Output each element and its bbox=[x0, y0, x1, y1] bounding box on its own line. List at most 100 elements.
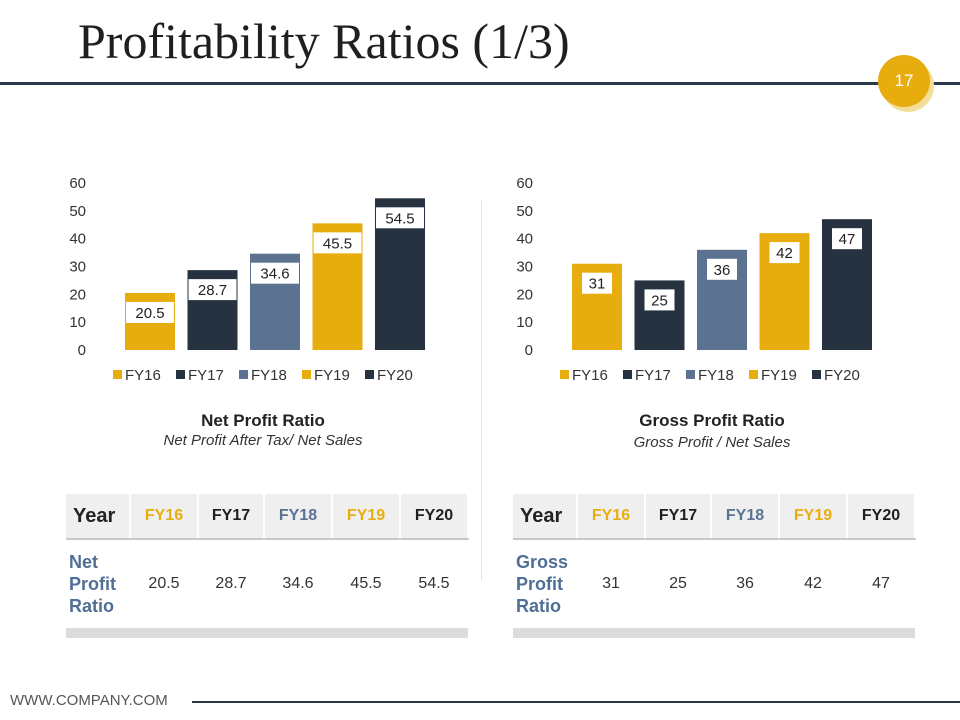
legend-swatch bbox=[176, 370, 185, 379]
row-label-line: Ratio bbox=[516, 596, 561, 616]
y-tick-label: 30 bbox=[516, 259, 533, 276]
table-cell: 34.6 bbox=[282, 575, 314, 592]
row-label-line: Net bbox=[69, 552, 99, 572]
table-header-row: Year FY16 FY17 FY18 FY19 FY20 bbox=[66, 494, 469, 540]
table-header-fy20: FY20 bbox=[847, 494, 916, 540]
vertical-divider bbox=[481, 200, 482, 580]
data-label: 45.5 bbox=[323, 235, 352, 252]
y-tick-label: 40 bbox=[69, 231, 86, 248]
table-header-fy18: FY18 bbox=[264, 494, 333, 540]
y-tick-label: 20 bbox=[69, 286, 86, 303]
table-header-fy17: FY17 bbox=[645, 494, 712, 540]
chart-title: Net Profit Ratio bbox=[201, 411, 325, 430]
data-label-box bbox=[376, 207, 424, 229]
table-cell: 45.5 bbox=[350, 575, 382, 592]
table-cell: 36 bbox=[736, 575, 754, 592]
table-cell: 42 bbox=[804, 575, 822, 592]
table-header-fy20: FY20 bbox=[400, 494, 469, 540]
table-row: Net Profit Ratio 20.5 28.7 34.6 45.5 54.… bbox=[66, 539, 468, 628]
table-footer-bar bbox=[66, 628, 468, 638]
legend-label: FY17 bbox=[188, 367, 224, 384]
legend-swatch bbox=[302, 370, 311, 379]
footer-line bbox=[192, 701, 960, 703]
legend-swatch bbox=[812, 370, 821, 379]
y-tick-label: 10 bbox=[69, 314, 86, 331]
legend-swatch bbox=[623, 370, 632, 379]
table-footer-bar bbox=[513, 628, 915, 638]
y-tick-label: 30 bbox=[69, 259, 86, 276]
net-profit-ratio-chart: 0 10 20 30 40 50 60 20.5 28.7 34.6 45.5 54.5 FY16 FY1… bbox=[69, 175, 425, 384]
data-label: 34.6 bbox=[260, 266, 289, 283]
legend-swatch bbox=[239, 370, 248, 379]
y-tick-label: 50 bbox=[69, 203, 86, 220]
table-header-row: Year FY16 FY17 FY18 FY19 FY20 bbox=[513, 494, 916, 540]
page-title: Profitability Ratios (1/3) bbox=[78, 13, 570, 69]
data-label-box bbox=[769, 242, 800, 264]
data-label: 36 bbox=[714, 262, 731, 279]
legend-label: FY16 bbox=[125, 367, 161, 384]
net-profit-table: Year FY16 FY17 FY18 FY19 FY20 Net Profit… bbox=[66, 494, 469, 638]
data-label: 28.7 bbox=[198, 282, 227, 299]
data-label-box bbox=[707, 258, 737, 280]
row-label-line: Ratio bbox=[69, 596, 114, 616]
chart-subtitle: Gross Profit / Net Sales bbox=[633, 434, 791, 451]
table-cell: 25 bbox=[669, 575, 687, 592]
legend-label: FY20 bbox=[377, 367, 413, 384]
table-row: Gross Profit Ratio 31 25 36 42 47 bbox=[513, 539, 915, 628]
data-label: 54.5 bbox=[385, 210, 414, 227]
table-header-year: Year bbox=[66, 494, 131, 540]
data-label-box bbox=[126, 301, 174, 323]
gross-profit-ratio-chart: 0 10 20 30 40 50 60 31 25 36 42 47 FY16 FY17 FY18 FY19 F… bbox=[516, 175, 872, 384]
legend-label: FY20 bbox=[824, 367, 860, 384]
legend-label: FY19 bbox=[761, 367, 797, 384]
data-label: 25 bbox=[651, 292, 668, 309]
table-cell: 31 bbox=[602, 575, 620, 592]
data-label-box bbox=[313, 232, 362, 254]
legend-swatch bbox=[365, 370, 374, 379]
row-label-line: Profit bbox=[69, 574, 116, 594]
row-label-line: Gross bbox=[516, 552, 569, 572]
legend-label: FY16 bbox=[572, 367, 608, 384]
data-label-box bbox=[188, 279, 237, 301]
row-label-line: Profit bbox=[516, 574, 563, 594]
table-header-fy19: FY19 bbox=[332, 494, 401, 540]
table-header-fy16: FY16 bbox=[130, 494, 199, 540]
y-tick-label: 40 bbox=[516, 231, 533, 248]
table-cell: 47 bbox=[872, 575, 890, 592]
y-tick-label: 0 bbox=[525, 342, 533, 359]
legend-swatch bbox=[749, 370, 758, 379]
data-label: 47 bbox=[839, 231, 856, 248]
row-label: Net Profit Ratio bbox=[66, 539, 130, 628]
footer-website: WWW.COMPANY.COM bbox=[10, 692, 168, 709]
y-tick-label: 10 bbox=[516, 314, 533, 331]
data-label: 31 bbox=[589, 276, 606, 293]
y-tick-label: 60 bbox=[69, 175, 86, 192]
legend-swatch bbox=[113, 370, 122, 379]
legend-label: FY18 bbox=[698, 367, 734, 384]
chart-title: Gross Profit Ratio bbox=[639, 411, 785, 430]
table-header-fy18: FY18 bbox=[711, 494, 780, 540]
table-header-fy16: FY16 bbox=[577, 494, 646, 540]
legend-swatch bbox=[560, 370, 569, 379]
legend-swatch bbox=[686, 370, 695, 379]
y-tick-label: 50 bbox=[516, 203, 533, 220]
table-cell: 28.7 bbox=[215, 575, 247, 592]
title-underline bbox=[0, 82, 960, 85]
legend-label: FY18 bbox=[251, 367, 287, 384]
data-label: 20.5 bbox=[135, 305, 164, 322]
data-label-box bbox=[251, 262, 299, 284]
table-header-fy19: FY19 bbox=[779, 494, 848, 540]
table-header-fy17: FY17 bbox=[198, 494, 265, 540]
table-cell: 54.5 bbox=[418, 575, 450, 592]
y-tick-label: 60 bbox=[516, 175, 533, 192]
data-label: 42 bbox=[776, 245, 793, 262]
legend-label: FY17 bbox=[635, 367, 671, 384]
data-label-box bbox=[832, 228, 862, 250]
data-label-box bbox=[644, 289, 675, 311]
gross-profit-table: Year FY16 FY17 FY18 FY19 FY20 Gross Prof… bbox=[513, 494, 916, 638]
table-cell: 20.5 bbox=[148, 575, 180, 592]
chart-subtitle: Net Profit After Tax/ Net Sales bbox=[163, 432, 363, 449]
y-tick-label: 20 bbox=[516, 286, 533, 303]
legend-label: FY19 bbox=[314, 367, 350, 384]
page-number-badge: 17 bbox=[878, 55, 930, 107]
